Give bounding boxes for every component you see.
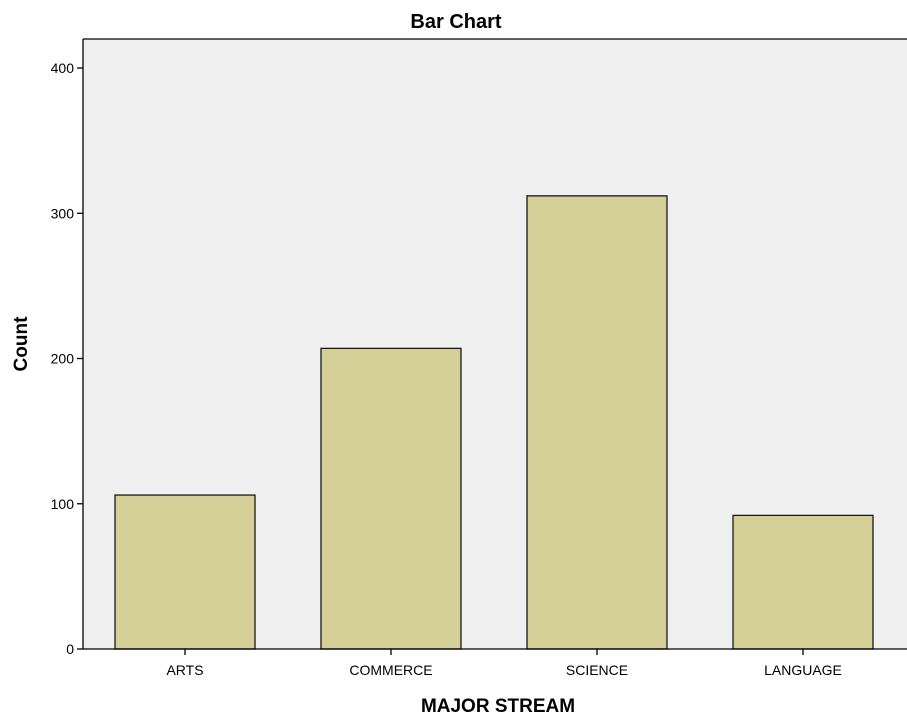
bar-science bbox=[526, 195, 668, 650]
bars bbox=[114, 195, 874, 650]
y-ticks: 0 100 200 300 400 bbox=[51, 60, 83, 657]
x-axis-label: MAJOR STREAM bbox=[421, 696, 575, 717]
y-tick-label: 400 bbox=[51, 60, 75, 76]
y-tick-label: 0 bbox=[66, 641, 74, 657]
y-tick-label: 300 bbox=[51, 205, 75, 221]
x-ticks: ARTS COMMERCE SCIENCE LANGUAGE bbox=[166, 649, 842, 678]
y-axis-label: Count bbox=[11, 316, 32, 372]
axes bbox=[82, 38, 907, 650]
bar-language bbox=[732, 514, 874, 650]
bar-arts bbox=[114, 494, 256, 650]
x-tick-label: SCIENCE bbox=[566, 662, 628, 678]
y-tick-label: 100 bbox=[51, 496, 75, 512]
x-tick-label: ARTS bbox=[166, 662, 203, 678]
x-tick-label: LANGUAGE bbox=[764, 662, 842, 678]
x-tick-label: COMMERCE bbox=[349, 662, 432, 678]
bar-commerce bbox=[320, 347, 462, 650]
y-tick-label: 200 bbox=[51, 351, 75, 367]
chart-title: Bar Chart bbox=[410, 11, 501, 33]
